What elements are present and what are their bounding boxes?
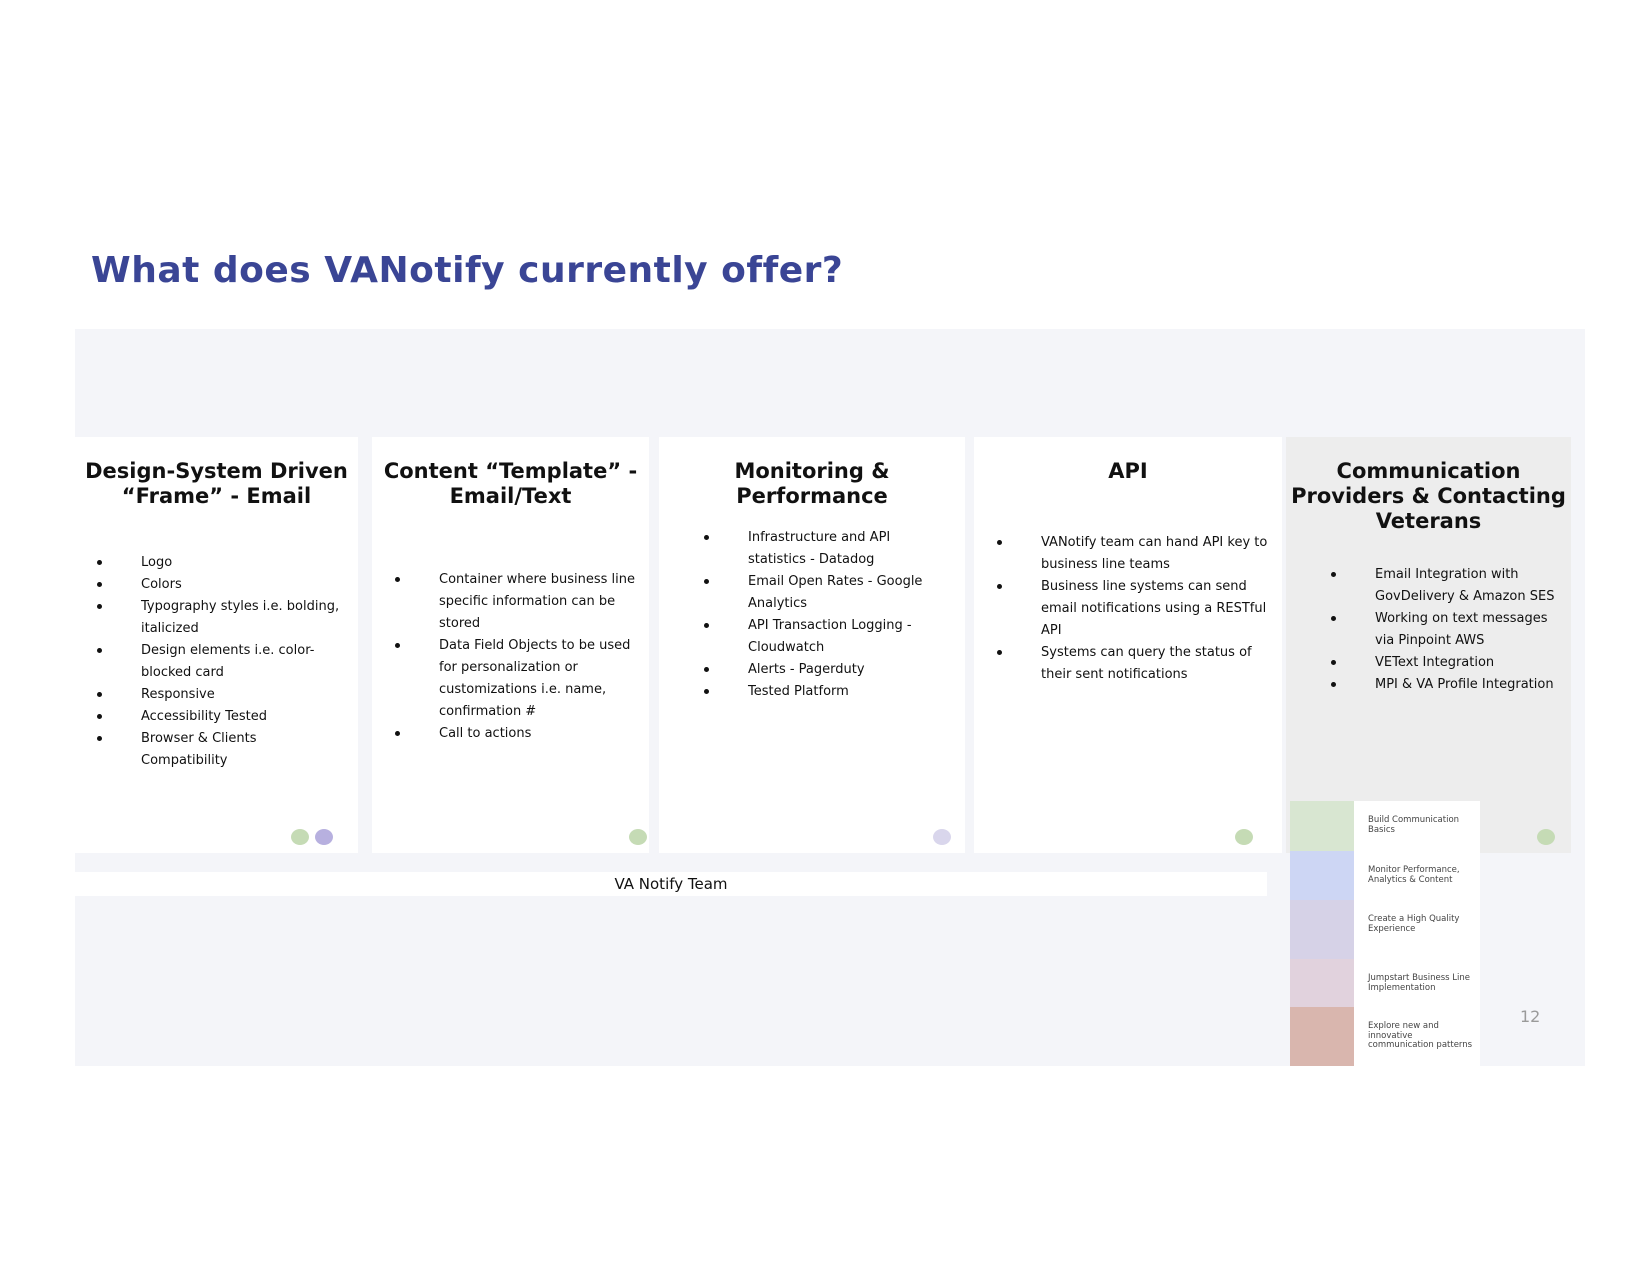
list-item: Systems can query the status of their se… — [997, 642, 1271, 686]
card-bullet-list: VANotify team can hand API key to busine… — [997, 532, 1271, 686]
card-design-system-frame: Design-System Driven “Frame” - Email Log… — [75, 437, 358, 853]
list-item: Typography styles i.e. bolding, italiciz… — [97, 596, 346, 640]
legend-row: Jumpstart Business Line Implementation — [1290, 959, 1480, 1007]
legend-row: Build Communication Basics — [1290, 801, 1480, 851]
legend-label: Build Communication Basics — [1368, 815, 1460, 835]
card-monitoring-performance: Monitoring & Performance Infrastructure … — [659, 437, 965, 853]
list-item: Browser & Clients Compatibility — [97, 728, 346, 772]
list-item: Working on text messages via Pinpoint AW… — [1331, 608, 1565, 652]
card-bullet-list: Container where business line specific i… — [395, 569, 639, 745]
card-heading: Design-System Driven “Frame” - Email — [85, 459, 348, 508]
card-bullet-list: Email Integration with GovDelivery & Ama… — [1331, 564, 1565, 696]
legend-swatch — [1290, 801, 1354, 851]
legend-label: Jumpstart Business Line Implementation — [1368, 973, 1470, 993]
slide-title: What does VANotify currently offer? — [91, 250, 844, 291]
legend-row: Explore new and innovative communication… — [1290, 1007, 1480, 1066]
card-bullet-list: Infrastructure and API statistics - Data… — [704, 527, 948, 703]
list-item: Tested Platform — [704, 681, 948, 703]
category-dot — [1235, 829, 1253, 845]
list-item: API Transaction Logging - Cloudwatch — [704, 615, 948, 659]
card-heading: API — [1108, 459, 1148, 483]
list-item: Data Field Objects to be used for person… — [395, 635, 639, 723]
card-communication-providers: Communication Providers & Contacting Vet… — [1286, 437, 1571, 853]
legend-swatch — [1290, 900, 1354, 959]
category-legend: Build Communication Basics Monitor Perfo… — [1290, 801, 1480, 1066]
card-heading: Monitoring & Performance — [734, 459, 890, 508]
list-item: VEText Integration — [1331, 652, 1565, 674]
category-dot — [291, 829, 309, 845]
legend-label: Create a High Quality Experience — [1368, 914, 1460, 934]
list-item: Responsive — [97, 684, 346, 706]
legend-label: Monitor Performance, Analytics & Content — [1368, 865, 1460, 885]
content-board: Design-System Driven “Frame” - Email Log… — [75, 329, 1585, 1066]
card-api: API VANotify team can hand API key to bu… — [974, 437, 1282, 853]
team-label-bar: VA Notify Team — [75, 872, 1267, 896]
legend-label: Explore new and innovative communication… — [1368, 1021, 1473, 1050]
list-item: Call to actions — [395, 723, 639, 745]
list-item: Design elements i.e. color-blocked card — [97, 640, 346, 684]
list-item: Colors — [97, 574, 346, 596]
category-dot — [629, 829, 647, 845]
card-bullet-list: Logo Colors Typography styles i.e. boldi… — [97, 552, 346, 772]
list-item: VANotify team can hand API key to busine… — [997, 532, 1271, 576]
legend-swatch — [1290, 1007, 1354, 1066]
list-item: Business line systems can send email not… — [997, 576, 1271, 642]
list-item: MPI & VA Profile Integration — [1331, 674, 1565, 696]
category-dot — [933, 829, 951, 845]
legend-swatch — [1290, 959, 1354, 1007]
category-dot — [1537, 829, 1555, 845]
list-item: Infrastructure and API statistics - Data… — [704, 527, 948, 571]
list-item: Email Integration with GovDelivery & Ama… — [1331, 564, 1565, 608]
list-item: Alerts - Pagerduty — [704, 659, 948, 681]
list-item: Email Open Rates - Google Analytics — [704, 571, 948, 615]
page-number: 12 — [1520, 1007, 1541, 1026]
legend-swatch — [1290, 851, 1354, 900]
card-content-template: Content “Template” - Email/Text Containe… — [372, 437, 649, 853]
legend-row: Create a High Quality Experience — [1290, 900, 1480, 959]
list-item: Logo — [97, 552, 346, 574]
list-item: Accessibility Tested — [97, 706, 346, 728]
card-heading: Content “Template” - Email/Text — [383, 459, 638, 508]
legend-row: Monitor Performance, Analytics & Content — [1290, 851, 1480, 900]
category-dot — [315, 829, 333, 845]
card-heading: Communication Providers & Contacting Vet… — [1291, 459, 1566, 533]
list-item: Container where business line specific i… — [395, 569, 639, 635]
